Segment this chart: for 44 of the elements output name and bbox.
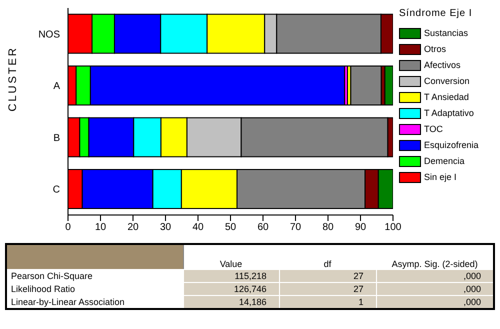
bar <box>350 65 382 106</box>
text: 27 <box>279 282 376 295</box>
text: ,000 <box>376 282 494 295</box>
text: 115,218 <box>183 269 279 282</box>
legend-label: Sustancias <box>424 28 468 38</box>
legend-label: Otros <box>424 44 446 54</box>
x-tick-label: 10 <box>94 222 106 234</box>
legend-label: Sin eje I <box>424 172 457 182</box>
text: Asymp. Sig. (2-sided) <box>376 244 494 269</box>
text: ,000 <box>376 295 494 308</box>
y-axis-title: CLUSTER <box>6 46 19 112</box>
x-tick-label: 100 <box>384 222 402 234</box>
legend-label: TOC <box>424 124 443 134</box>
x-tick-label: 30 <box>160 222 172 234</box>
x-tick-label: 60 <box>257 222 269 234</box>
bar <box>384 65 393 106</box>
x-tick-label: 20 <box>127 222 139 234</box>
legend-title: Síndrome Eje I <box>399 8 474 19</box>
y-tick-label: B <box>53 132 60 144</box>
text: Likelihood Ratio <box>6 282 183 295</box>
x-tick-label: 70 <box>290 222 302 234</box>
x-tick-label: 50 <box>224 222 236 234</box>
text: Pearson Chi-Square <box>6 269 183 282</box>
y-tick-label: C <box>52 184 60 196</box>
y-tick-label: NOS <box>38 29 60 40</box>
text: ,000 <box>376 269 494 282</box>
legend-label: T Adaptativo <box>424 108 474 118</box>
text: 27 <box>279 269 376 282</box>
text: Linear-by-Linear Association <box>6 295 183 308</box>
legend-label: T Ansiedad <box>424 92 469 102</box>
text: 1 <box>279 295 376 308</box>
text: df <box>279 244 376 269</box>
legend-label: Demencia <box>424 156 465 166</box>
text: 14,186 <box>183 295 279 308</box>
text: Value <box>183 244 279 269</box>
legend-label: Afectivos <box>424 60 461 70</box>
x-tick-label: 40 <box>192 222 204 234</box>
legend-label: Esquizofrenia <box>424 140 479 150</box>
x-tick-label: 80 <box>322 222 334 234</box>
y-tick-label: A <box>53 81 60 92</box>
x-tick-label: 90 <box>354 222 366 234</box>
legend-label: Conversion <box>424 76 470 86</box>
x-tick-label: 0 <box>65 222 72 234</box>
text: 126,746 <box>183 282 279 295</box>
